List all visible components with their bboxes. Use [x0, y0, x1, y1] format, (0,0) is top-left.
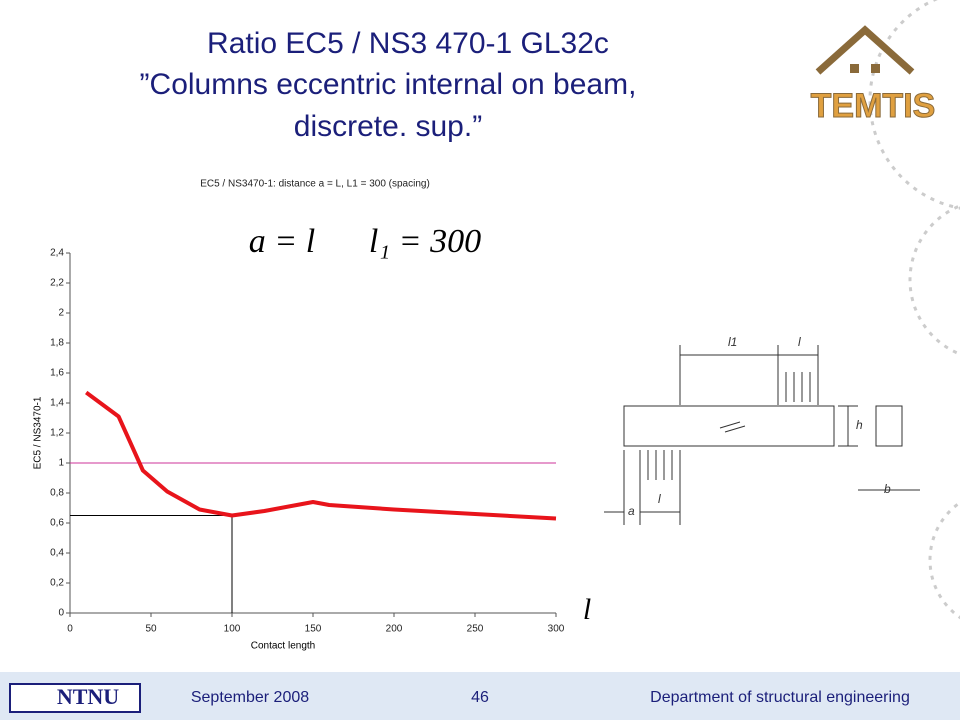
x-tick-label: 200	[386, 624, 403, 635]
footer-department: Department of structural engineering	[650, 689, 910, 706]
diagram-label: l	[798, 335, 801, 349]
footer-page: 46	[471, 689, 489, 706]
title-line: Ratio EC5 / NS3 470-1 GL32c	[207, 27, 609, 60]
diagram-label: a	[628, 504, 635, 518]
y-tick-label: 0,8	[50, 488, 64, 499]
x-tick-label: 300	[548, 624, 565, 635]
x-tick-label: 150	[305, 624, 322, 635]
chart-title: EC5 / NS3470-1: distance a = L, L1 = 300…	[200, 179, 430, 190]
x-tick-label: 100	[224, 624, 241, 635]
y-tick-label: 2	[58, 308, 64, 319]
x-tick-label: 50	[145, 624, 157, 635]
y-tick-label: 1,4	[50, 398, 64, 409]
line-series	[85, 390, 557, 521]
y-tick-label: 1,6	[50, 368, 64, 379]
y-tick-label: 0,2	[50, 578, 64, 589]
logo: TEMTIS	[810, 25, 936, 125]
footer: NTNU September 2008 46 Department of str…	[0, 672, 960, 720]
y-tick-label: 1,2	[50, 428, 64, 439]
decoration	[868, 0, 960, 620]
annotation: l	[583, 593, 591, 626]
x-tick-label: 250	[467, 624, 484, 635]
footer-date: September 2008	[191, 689, 309, 706]
title-line: ”Columns eccentric internal on beam,	[140, 68, 637, 101]
title: Ratio EC5 / NS3 470-1 GL32c ”Columns ecc…	[140, 27, 637, 143]
title-line: discrete. sup.”	[294, 110, 482, 143]
y-tick-label: 1,8	[50, 338, 64, 349]
y-axis-label: EC5 / NS3470-1	[33, 396, 44, 469]
diagram-label: h	[856, 418, 863, 432]
y-tick-label: 2,2	[50, 278, 64, 289]
y-tick-label: 2,4	[50, 248, 64, 259]
diagram-label: l	[658, 492, 661, 506]
logo-text: TEMTIS	[811, 87, 936, 125]
y-tick-label: 1	[58, 458, 64, 469]
annotation: l₁ = 300	[369, 223, 481, 260]
beam-diagram: l1 l h b a l	[604, 335, 920, 525]
footer-org: NTNU	[57, 684, 119, 709]
y-tick-label: 0,4	[50, 548, 64, 559]
y-tick-label: 0,6	[50, 518, 64, 529]
diagram-label: l1	[728, 335, 737, 349]
diagram-label: b	[884, 482, 891, 496]
x-tick-label: 0	[67, 624, 73, 635]
y-tick-label: 0	[58, 608, 64, 619]
plot: 0 0,2 0,4 0,6 0,8 1 1,2 1,4 1,6 1,8 2 2,2 2,4 0 50 100 1…	[50, 248, 565, 635]
annotation: a = l	[249, 223, 315, 260]
x-axis-label: Contact length	[251, 641, 316, 652]
